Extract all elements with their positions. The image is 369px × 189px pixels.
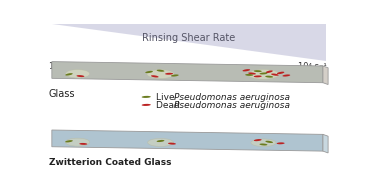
Ellipse shape [65,70,90,78]
Ellipse shape [245,74,253,76]
Ellipse shape [248,72,256,74]
Ellipse shape [65,73,73,76]
Text: Pseudomonas aeruginosa: Pseudomonas aeruginosa [174,93,290,102]
Ellipse shape [142,104,151,106]
Ellipse shape [156,70,165,72]
Ellipse shape [254,75,262,77]
Ellipse shape [148,139,173,146]
Ellipse shape [171,74,179,77]
Text: Live: Live [156,93,178,102]
Ellipse shape [259,143,268,146]
Ellipse shape [65,138,90,146]
Ellipse shape [147,70,174,79]
Ellipse shape [168,143,176,145]
Ellipse shape [265,141,273,143]
Ellipse shape [266,70,273,73]
Text: Dead: Dead [156,101,183,110]
Ellipse shape [65,140,73,143]
Ellipse shape [271,74,279,76]
Text: 10⁵ s⁻¹: 10⁵ s⁻¹ [49,62,77,71]
Ellipse shape [242,69,250,71]
Ellipse shape [282,74,290,77]
Polygon shape [323,66,328,84]
Ellipse shape [254,70,262,72]
Polygon shape [52,24,327,60]
Ellipse shape [142,96,151,98]
Polygon shape [323,134,328,153]
Polygon shape [52,130,323,151]
Text: Zwitterion Coated Glass: Zwitterion Coated Glass [49,158,172,167]
Ellipse shape [254,139,262,141]
Ellipse shape [79,143,87,145]
Ellipse shape [277,142,284,144]
Polygon shape [52,62,323,83]
Text: Glass: Glass [49,89,76,99]
Ellipse shape [165,73,173,75]
Text: 10⁴ s⁻¹: 10⁴ s⁻¹ [298,62,327,71]
Ellipse shape [251,139,276,146]
Ellipse shape [76,75,85,77]
Text: Pseudomonas aeruginosa: Pseudomonas aeruginosa [174,101,290,110]
Ellipse shape [277,72,284,74]
Ellipse shape [156,140,165,142]
Ellipse shape [265,76,273,78]
Text: Rinsing Shear Rate: Rinsing Shear Rate [142,33,236,43]
Ellipse shape [151,75,159,77]
Ellipse shape [259,72,268,74]
Ellipse shape [248,69,279,79]
Ellipse shape [145,71,153,73]
